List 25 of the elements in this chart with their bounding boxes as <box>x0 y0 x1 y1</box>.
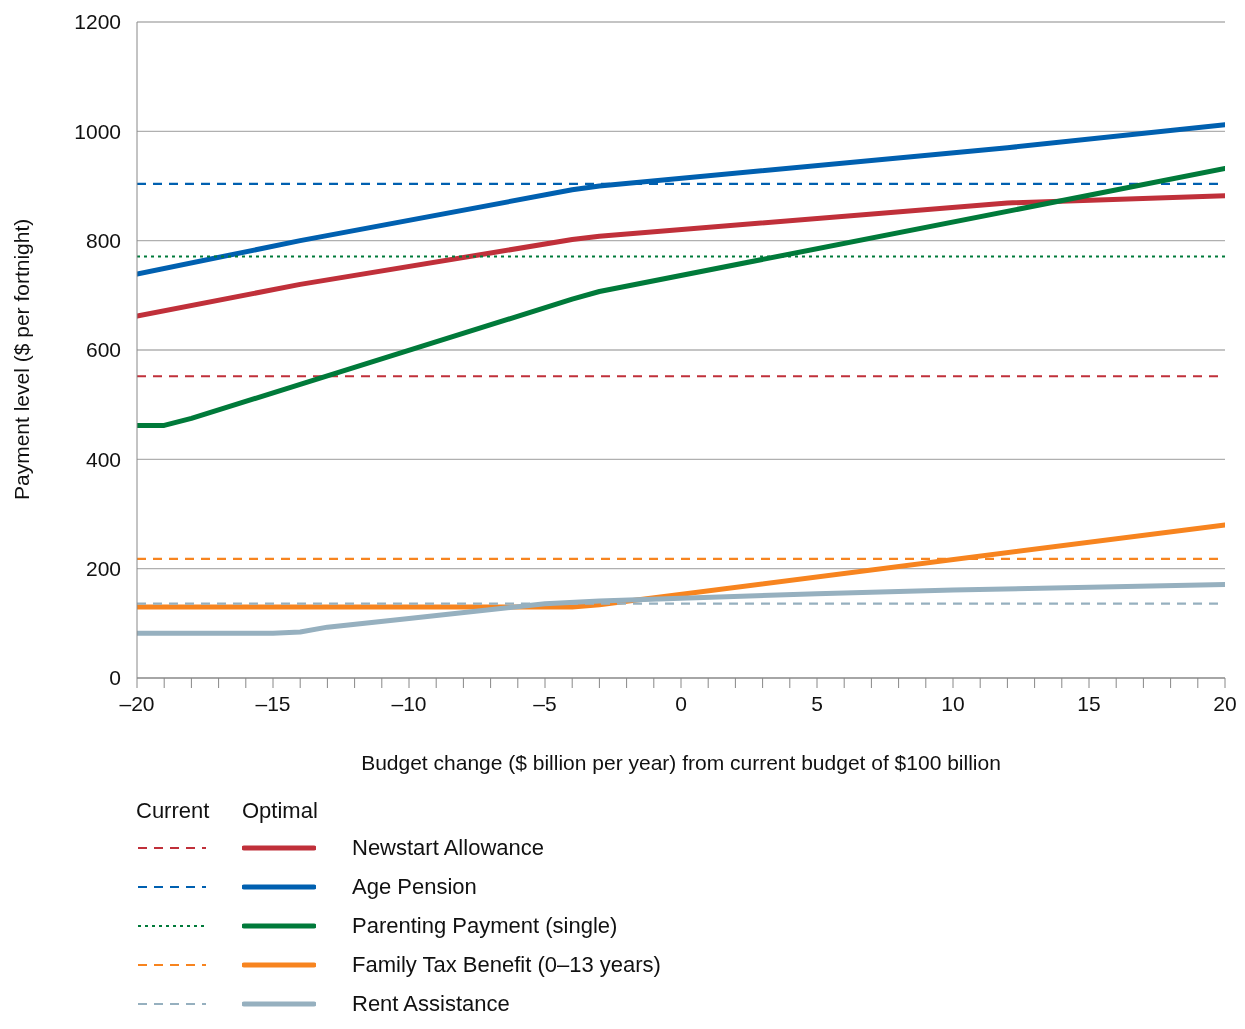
y-tick-label: 1200 <box>74 10 121 34</box>
x-tick-label: 0 <box>675 691 687 715</box>
legend-label: Newstart Allowance <box>352 834 544 861</box>
x-tick-label: 10 <box>941 691 965 715</box>
y-tick-label: 800 <box>85 229 121 253</box>
text: Current <box>136 798 211 825</box>
x-tick-label: 5 <box>811 691 823 715</box>
legend-label: Rent Assistance <box>352 990 510 1017</box>
legend-label: Parenting Payment (single) <box>352 912 618 939</box>
y-tick-label: 600 <box>85 338 121 362</box>
legend-label: Age Pension <box>352 873 477 900</box>
x-tick-label: –10 <box>391 691 427 715</box>
x-tick-label: –5 <box>533 691 557 715</box>
x-axis-title: Budget change ($ billion per year) from current budget of $100 billion <box>361 751 1001 774</box>
y-tick-label: 400 <box>85 447 121 471</box>
y-axis-title: Payment level ($ per fortnight) <box>10 218 34 500</box>
y-tick-label: 1000 <box>74 119 121 143</box>
y-tick-label: 200 <box>85 557 121 581</box>
x-tick-label: –20 <box>119 691 155 715</box>
y-tick-label: 0 <box>109 666 121 690</box>
legend-label: Family Tax Benefit (0–13 years) <box>352 951 661 978</box>
x-tick-label: –15 <box>255 691 291 715</box>
text: Optimal <box>242 798 319 825</box>
x-tick-label: 15 <box>1077 691 1101 715</box>
x-tick-label: 20 <box>1213 691 1237 715</box>
